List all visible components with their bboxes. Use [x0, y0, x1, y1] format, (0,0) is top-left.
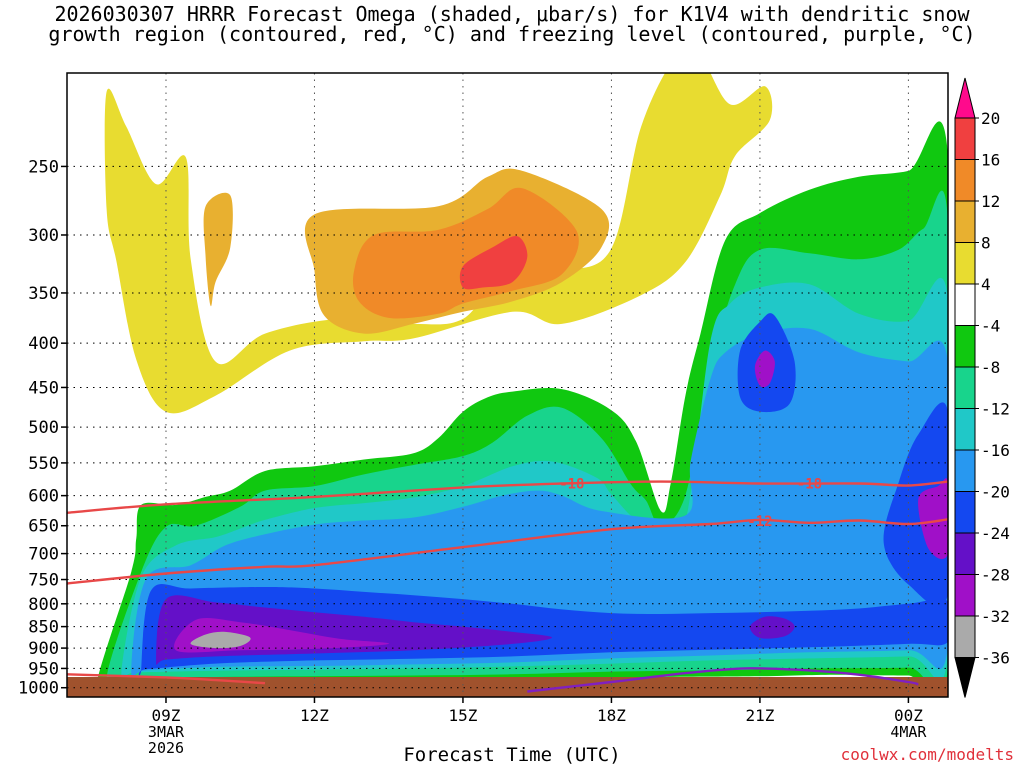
colorbar-top-triangle: [954, 77, 976, 119]
x-tick-label-21Z: 21Z: [745, 706, 774, 725]
contour-line-3: [67, 673, 266, 685]
omega-region-neg24-13: [749, 616, 795, 639]
x-tick-label-09Z: 09Z: [152, 706, 181, 725]
y-axis-ticks: 2503003504004505005506006507007508008509…: [18, 157, 67, 699]
x-axis-label: Forecast Time (UTC): [403, 744, 621, 766]
contour-line-2: [527, 667, 919, 693]
contour-label-2: -12: [747, 514, 772, 530]
colorbar-label-9: -20: [981, 483, 1010, 502]
colorbar-label-0: 20: [981, 109, 1000, 128]
colorbar-label-10: -24: [981, 524, 1010, 543]
y-tick-label-550: 550: [28, 454, 59, 474]
colorbar-label-4: 4: [981, 275, 991, 294]
colorbar-label-6: -8: [981, 358, 1000, 377]
y-tick-label-400: 400: [28, 334, 59, 354]
y-tick-label-500: 500: [28, 418, 59, 438]
y-tick-label-1000: 1000: [18, 679, 59, 699]
x-tick-label-00Z: 00Z: [894, 706, 923, 725]
omega-region-neg20-11: [883, 402, 948, 607]
omega-region-4-0: [104, 73, 773, 414]
x-tick-label-15Z: 15Z: [449, 706, 478, 725]
colorbar-label-13: -36: [981, 649, 1010, 668]
ground-surface: [67, 677, 948, 697]
y-tick-label-300: 300: [28, 226, 59, 246]
colorbar-swatch-8: [954, 408, 976, 451]
ground-fill: [67, 677, 948, 697]
y-tick-label-950: 950: [28, 659, 59, 679]
colorbar-swatch-11: [954, 532, 976, 575]
colorbar-swatch-5: [954, 283, 976, 326]
colorbar-swatch-6: [954, 325, 976, 368]
colorbar-label-1: 16: [981, 151, 1000, 170]
y-tick-label-600: 600: [28, 487, 59, 507]
contour-label-0: -18: [559, 477, 584, 493]
chart-title-line2: growth region (contoured, red, °C) and f…: [48, 22, 976, 46]
colorbar-swatch-2: [954, 159, 976, 202]
omega-region-neg28-16: [918, 478, 948, 560]
colorbar-label-7: -12: [981, 400, 1010, 419]
y-tick-label-800: 800: [28, 595, 59, 615]
omega-region-16-4: [459, 235, 528, 290]
colorbar-label-12: -32: [981, 607, 1010, 626]
colorbar-swatch-4: [954, 242, 976, 285]
omega-shaded-regions: [96, 73, 948, 697]
y-tick-label-750: 750: [28, 571, 59, 591]
colorbar-swatch-1: [954, 117, 976, 160]
colorbar-label-8: -16: [981, 441, 1010, 460]
x-tick-year-09Z: 2026: [148, 739, 184, 757]
x-tick-date-00Z: 4MAR: [890, 723, 927, 741]
y-tick-label-450: 450: [28, 378, 59, 398]
omega-region-8-1: [203, 192, 233, 307]
colorbar-swatch-3: [954, 200, 976, 243]
colorbar-bottom-triangle: [954, 657, 976, 698]
y-tick-label-900: 900: [28, 639, 59, 659]
colorbar-swatch-10: [954, 491, 976, 534]
y-tick-label-650: 650: [28, 517, 59, 537]
omega-region-12-3: [352, 187, 579, 319]
chart-title-line1: 2026030307 HRRR Forecast Omega (shaded, …: [54, 2, 970, 26]
colorbar-swatch-13: [954, 615, 976, 658]
plot-frame: [66, 72, 949, 698]
colorbar-swatch-7: [954, 366, 976, 409]
colorbar-label-5: -4: [981, 317, 1000, 336]
source-credit[interactable]: coolwx.com/modelts: [840, 745, 1014, 764]
y-tick-label-250: 250: [28, 157, 59, 177]
x-tick-label-18Z: 18Z: [597, 706, 626, 725]
contour-lines: -18 -18 -12: [67, 477, 948, 693]
colorbar-label-11: -28: [981, 566, 1010, 585]
colorbar-label-2: 12: [981, 192, 1000, 211]
y-tick-label-850: 850: [28, 618, 59, 638]
colorbar-swatch-9: [954, 449, 976, 492]
grid-lines: [67, 73, 948, 697]
y-tick-label-350: 350: [28, 284, 59, 304]
colorbar: 20 16 12 8 4 -4 -8 -12 -16 -20 -24 -28 -32 -36: [954, 77, 1010, 698]
colorbar-label-3: 8: [981, 234, 991, 253]
omega-region-neg32-17: [190, 631, 251, 649]
contour-label-1: -18: [797, 477, 822, 493]
colorbar-swatch-12: [954, 574, 976, 617]
x-tick-label-12Z: 12Z: [300, 706, 329, 725]
contour-line-0: [67, 480, 948, 514]
x-tick-date-09Z: 3MAR: [148, 723, 185, 741]
contour-line-1: [67, 518, 948, 585]
y-tick-label-700: 700: [28, 545, 59, 565]
